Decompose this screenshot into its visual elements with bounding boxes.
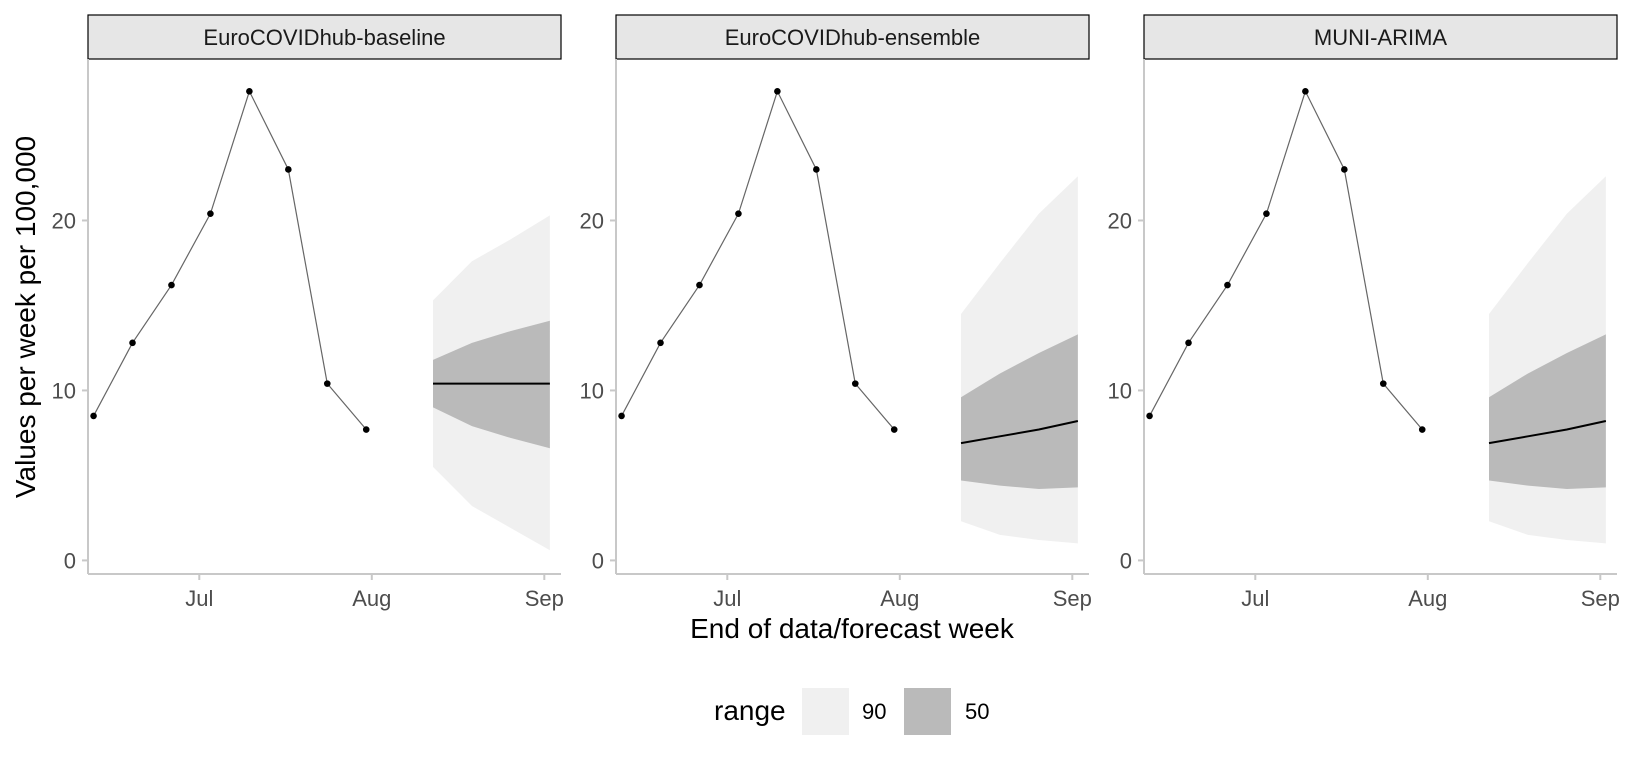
observed-point	[696, 281, 703, 289]
observed-point	[1341, 166, 1348, 173]
y-axis-title: Values per week per 100,000	[10, 136, 41, 498]
panel-title: EuroCOVIDhub-baseline	[203, 25, 445, 50]
panel-1: EuroCOVIDhub-baseline 0 10 20 Jul Aug Sep	[52, 14, 564, 611]
observed-point	[207, 210, 214, 217]
x-tick-label: Jul	[1241, 586, 1269, 611]
y-tick-label: 10	[580, 378, 604, 403]
observed-line	[1149, 89, 1423, 430]
panel-strip	[615, 14, 1090, 60]
observed-point	[246, 87, 253, 95]
forecast-band-50	[1489, 334, 1606, 490]
x-tick-label: Aug	[352, 586, 391, 611]
y-tick-label: 20	[580, 208, 604, 233]
legend-title: range	[714, 695, 786, 726]
observed-point	[1418, 426, 1426, 433]
x-tick-label: Sep	[1053, 586, 1092, 611]
panel-2: EuroCOVIDhub-ensemble 0 10 20 Jul Aug Sep	[580, 14, 1092, 611]
x-tick-label: Jul	[185, 586, 213, 611]
panel-strip	[87, 14, 562, 60]
observed-point	[323, 380, 331, 387]
forecast-band-50	[961, 334, 1078, 490]
x-tick-label: Jul	[713, 586, 741, 611]
panel-title: MUNI-ARIMA	[1314, 25, 1448, 50]
observed-point	[1146, 412, 1153, 420]
observed-point	[1224, 281, 1231, 289]
observed-point	[813, 166, 820, 173]
x-tick-label: Sep	[525, 586, 564, 611]
observed-point	[618, 412, 625, 420]
y-tick-label: 20	[1108, 208, 1132, 233]
panel-title: EuroCOVIDhub-ensemble	[725, 25, 981, 50]
legend-label-50: 50	[965, 699, 989, 724]
observed-point	[1263, 210, 1270, 217]
observed-point	[90, 412, 97, 420]
observed-point	[851, 380, 859, 387]
observed-point	[1302, 87, 1309, 95]
observed-point	[285, 166, 292, 173]
legend-key-90	[802, 688, 849, 735]
y-tick-label: 0	[64, 548, 76, 573]
legend-label-90: 90	[862, 699, 886, 724]
y-tick-label: 0	[592, 548, 604, 573]
observed-point	[735, 210, 742, 217]
observed-line	[93, 89, 367, 430]
observed-point	[890, 426, 898, 433]
observed-line	[621, 89, 895, 430]
observed-point	[362, 426, 370, 433]
observed-point	[774, 87, 781, 95]
y-tick-label: 10	[1108, 378, 1132, 403]
observed-point	[168, 281, 175, 289]
x-tick-label: Aug	[1408, 586, 1447, 611]
y-tick-label: 10	[52, 378, 76, 403]
legend-key-50	[904, 688, 951, 735]
observed-point	[1379, 380, 1387, 387]
legend: range 90 50	[714, 688, 989, 735]
forecast-median-line	[1488, 420, 1607, 445]
forecast-median-line	[960, 420, 1079, 445]
x-axis-title: End of data/forecast week	[690, 613, 1015, 644]
observed-point	[129, 339, 136, 347]
y-tick-label: 0	[1120, 548, 1132, 573]
panel-3: MUNI-ARIMA 0 10 20 Jul Aug Sep	[1108, 14, 1620, 611]
y-tick-label: 20	[52, 208, 76, 233]
observed-point	[657, 339, 664, 347]
x-tick-label: Aug	[880, 586, 919, 611]
panel-strip	[1143, 14, 1618, 60]
observed-point	[1185, 339, 1192, 347]
x-tick-label: Sep	[1581, 586, 1620, 611]
